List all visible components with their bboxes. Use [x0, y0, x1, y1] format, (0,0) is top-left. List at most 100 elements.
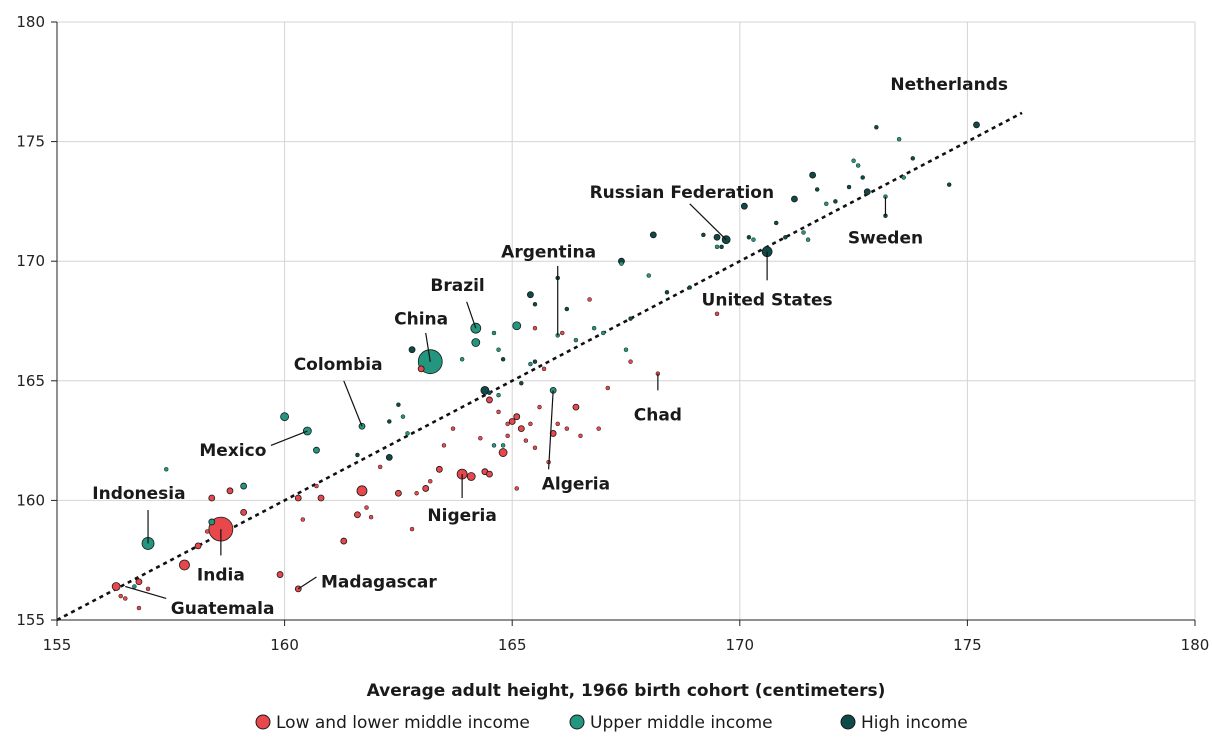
point-low: [498, 448, 508, 457]
annotation-leader-line: [297, 576, 317, 590]
point-low: [505, 433, 510, 439]
point-upper: [132, 584, 137, 589]
annotation-label: China: [394, 310, 448, 330]
point-high: [532, 302, 538, 307]
point-upper: [824, 201, 829, 207]
point-high: [946, 182, 952, 187]
point-upper: [528, 361, 533, 367]
annotation-leader-line: [466, 301, 477, 329]
point-low: [628, 359, 633, 364]
point-low: [596, 426, 601, 431]
x-tick-label: 160: [270, 636, 299, 654]
point-low: [478, 435, 483, 441]
point-high: [860, 175, 865, 180]
point-high: [532, 359, 538, 364]
point-high: [773, 220, 779, 226]
point-high: [355, 452, 360, 458]
annotation-label: India: [197, 566, 245, 586]
point-low: [422, 485, 430, 492]
legend-marker-high: [840, 714, 856, 730]
y-tick-label: 170: [16, 252, 45, 270]
point-upper: [851, 158, 856, 163]
point-low: [532, 445, 538, 451]
y-tick-label: 180: [16, 13, 45, 31]
point-low: [317, 494, 325, 502]
point-low: [276, 571, 284, 578]
point-low: [111, 582, 121, 591]
annotation-leader-line: [343, 380, 363, 427]
annotations: Netherlands Russian Federation Sweden Argen…: [92, 75, 1008, 619]
legend-label-high: High income: [861, 713, 968, 733]
annotation-label: Netherlands: [890, 75, 1008, 95]
annotation-leader-line: [689, 203, 727, 241]
annotation-leader-line: [125, 585, 167, 600]
point-upper: [280, 412, 290, 422]
point-upper: [496, 392, 501, 398]
point-low: [486, 396, 493, 404]
point-low: [368, 514, 374, 520]
point-low: [428, 479, 433, 484]
point-high: [664, 290, 670, 295]
point-low: [528, 421, 533, 427]
point-low: [340, 537, 348, 545]
y-tick-label: 155: [16, 611, 45, 629]
point-upper: [801, 230, 806, 235]
point-low: [441, 443, 447, 448]
x-tick-label: 175: [953, 636, 982, 654]
axes: 155 160 165 170 175 180 155 160 165 170 175 180: [16, 13, 1209, 654]
point-high: [701, 232, 706, 238]
point-low: [486, 470, 493, 478]
annotation-label: Colombia: [294, 355, 383, 375]
annotation-label: Nigeria: [427, 506, 496, 526]
point-upper: [600, 330, 606, 336]
point-low: [377, 464, 383, 470]
point-upper: [496, 347, 501, 352]
annotation-label: Brazil: [430, 276, 484, 296]
point-upper: [896, 136, 902, 142]
point-low: [226, 487, 234, 495]
point-low: [417, 365, 425, 373]
point-low: [450, 426, 456, 431]
point-upper: [500, 443, 506, 448]
point-low: [587, 297, 592, 302]
point-high: [846, 184, 852, 190]
point-upper: [405, 431, 410, 436]
annotation-label: Guatemala: [171, 599, 275, 619]
point-low: [505, 421, 510, 427]
x-axis-label: Average adult height, 1966 birth cohort …: [367, 681, 886, 701]
point-low: [179, 559, 190, 571]
point-high: [408, 346, 416, 354]
point-low: [118, 593, 123, 599]
point-high: [564, 306, 570, 312]
point-low: [714, 311, 720, 317]
point-low: [564, 426, 570, 431]
point-low: [508, 418, 516, 425]
annotation-label: Russian Federation: [590, 183, 775, 203]
point-high: [387, 419, 392, 424]
point-low: [409, 526, 415, 532]
point-high: [480, 385, 490, 395]
point-low: [605, 385, 611, 391]
point-upper: [714, 244, 720, 250]
point-high: [863, 188, 871, 196]
point-low: [354, 511, 361, 519]
point-upper: [591, 325, 597, 331]
point-low: [394, 489, 402, 497]
point-low: [572, 403, 580, 411]
legend-marker-low: [255, 714, 271, 730]
legend-label-upper: Upper middle income: [590, 713, 773, 733]
point-low: [513, 413, 521, 421]
point-high: [746, 235, 752, 240]
x-tick-label: 180: [1181, 636, 1210, 654]
point-upper: [646, 273, 652, 278]
y-tick-label: 160: [16, 491, 45, 509]
legend-label-low: Low and lower middle income: [276, 713, 530, 733]
point-upper: [208, 518, 216, 526]
point-upper: [901, 175, 906, 180]
point-low: [240, 508, 248, 516]
point-high: [809, 171, 817, 179]
point-upper: [240, 482, 248, 490]
point-low: [517, 425, 525, 433]
point-low: [560, 330, 565, 336]
point-low: [300, 517, 306, 522]
